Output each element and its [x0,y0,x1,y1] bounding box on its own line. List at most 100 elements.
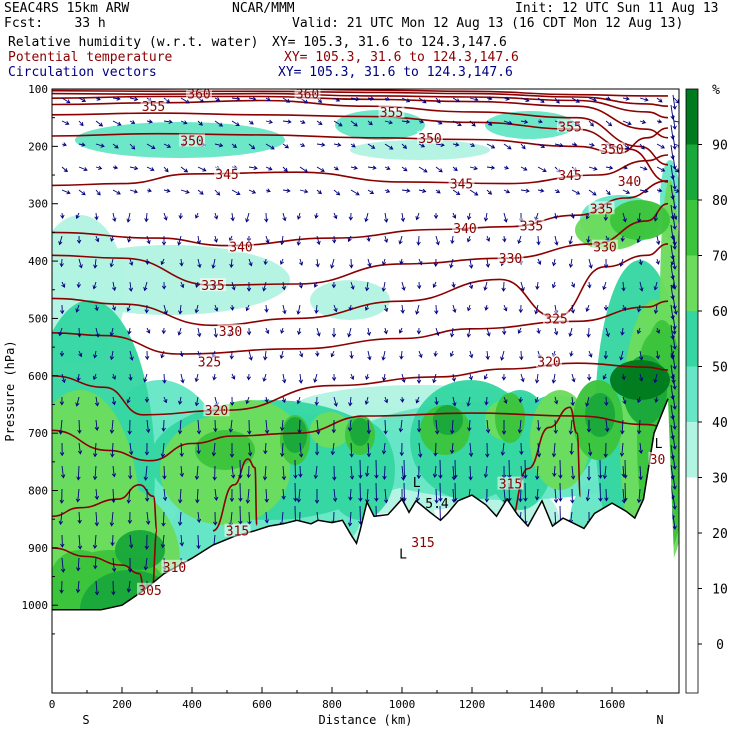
circulation-vector [178,488,183,504]
feature-label: L [399,548,407,563]
circulation-vector [248,258,253,267]
circulation-vector [568,258,574,268]
circulation-vector [94,304,99,312]
circulation-vector [110,442,115,458]
rh-contour-fill [310,280,390,320]
circulation-vector [537,119,543,124]
circulation-vector [485,258,491,268]
x-tick-label: 1400 [529,698,556,711]
theta-label: 30 [650,453,666,468]
circulation-vector [503,143,512,150]
circulation-vector [264,212,269,223]
circulation-vector [194,304,199,314]
circulation-vector [570,396,575,407]
circulation-vector [450,235,455,245]
circulation-vector [247,442,253,457]
plot-frame [51,88,680,694]
circulation-vector [77,534,83,550]
circulation-vector [364,281,370,292]
circulation-vector [316,235,321,246]
circulation-vector [196,442,201,455]
circulation-vector [466,327,471,338]
circulation-vector [554,396,559,405]
circulation-vector [265,143,275,150]
theta-label: 315 [499,478,522,493]
circulation-vector [333,396,338,407]
circulation-vector [435,97,441,104]
circulation-vector [264,396,269,404]
circulation-vector [126,488,131,504]
circulation-vector [656,166,666,172]
circulation-vector [453,459,458,479]
circulation-vector [281,465,287,481]
circulation-vector [466,304,472,312]
theta-label-bg [417,130,443,144]
colorbar-tick-label: 0 [716,638,724,653]
circulation-vector [77,511,82,524]
circulation-vector [246,465,251,479]
circulation-vector [503,304,508,312]
circulation-vector [112,165,119,170]
x-tick-label: 1600 [599,698,626,711]
feature-label: 5.4 [425,497,449,512]
circulation-vector [144,304,149,314]
theta-label-bg [214,166,240,180]
circulation-vector [112,212,117,223]
circulation-vector [282,373,287,384]
circulation-vector [265,235,270,244]
circulation-vector [452,212,457,219]
circulation-vector [92,534,98,550]
circulation-vector [296,304,301,315]
circulation-vector [282,119,292,124]
circulation-vector [179,442,184,458]
theta-label-bg [137,582,163,596]
colorbar-tick-label: 80 [712,194,728,209]
circulation-vector [520,373,525,383]
circulation-vector [229,258,234,269]
circulation-vector [231,120,240,126]
theta-contour [52,362,669,416]
circulation-vector [416,419,422,433]
circulation-vector [127,511,133,525]
circulation-vector [299,189,309,194]
theta-label-bg [203,403,230,417]
circulation-vector [418,119,425,124]
circulation-vector [112,96,121,101]
circulation-vector [111,373,117,380]
circulation-vector [78,350,83,358]
circulation-vector [451,373,457,382]
circulation-vector [93,557,98,570]
circulation-vector [553,488,559,504]
theta-label: 305 [138,584,161,599]
theta-label: 355 [142,100,165,115]
circulation-vector [639,97,649,102]
circulation-vector [486,120,493,126]
circulation-vector [653,304,659,315]
circulation-vector [639,188,649,194]
circulation-vector [435,235,440,246]
circulation-vector [603,350,608,360]
circulation-vector [347,235,352,243]
circulation-vector [518,488,523,503]
colorbar-tick-label: 40 [712,416,728,431]
circulation-vector [332,235,337,244]
circulation-vector [568,235,573,245]
theta-label-bg [557,168,583,182]
circulation-vector [485,350,490,361]
circulation-vector [622,212,627,223]
circulation-vector [415,304,420,315]
circulation-vector [160,350,165,359]
circulation-vector [75,488,81,503]
circulation-vector [466,235,471,243]
circulation-vector [672,174,677,190]
circulation-vector [401,188,411,193]
theta-label-bg [599,142,625,156]
theta-label: 340 [229,241,252,256]
circulation-vector [248,350,253,361]
circulation-vector [523,482,528,502]
x-tick-label: 800 [322,698,342,711]
circulation-vector [537,143,546,149]
circulation-vector [129,165,139,171]
circulation-vector [282,212,287,222]
circulation-vector [76,373,81,382]
